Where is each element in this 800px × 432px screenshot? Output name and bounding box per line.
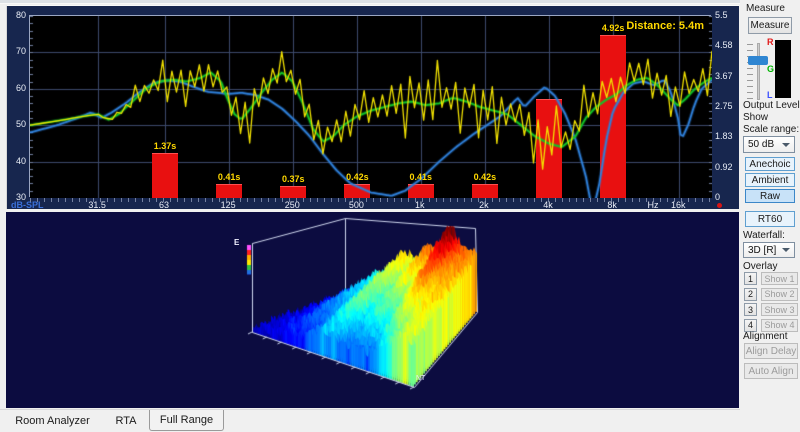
measure-group-label: Measure [746, 3, 785, 14]
anechoic-button[interactable]: Anechoic [745, 157, 795, 171]
y-right-tick-label: 0.92 [715, 161, 733, 172]
x-tick-label: 125 [220, 200, 236, 210]
overlay-show-button[interactable]: Show 3 [761, 303, 798, 316]
rt60-bar-value-label: 4.92s [601, 23, 625, 34]
rt60-button[interactable]: RT60 [745, 211, 795, 227]
y-right-tick-label: 4.58 [715, 40, 733, 51]
chevron-down-icon [782, 248, 790, 252]
output-level-slider-handle[interactable] [748, 56, 768, 65]
measure-button[interactable]: Measure [748, 17, 792, 34]
rt60-bar-value-label: 0.42s [473, 172, 497, 183]
meter-label-l: L [767, 90, 773, 100]
x-tick-label: 31.5 [88, 200, 106, 210]
tab-room-analyzer[interactable]: Room Analyzer [15, 415, 90, 427]
tab-rta[interactable]: RTA [115, 415, 137, 427]
y-left-tick-label: 60 [15, 82, 26, 93]
scale-range-select[interactable]: 50 dB [743, 136, 795, 153]
y-left-tick-label: 70 [15, 46, 26, 57]
y-left-tick-label: 40 [15, 155, 26, 166]
output-level-slider-track[interactable] [757, 43, 760, 100]
x-tick-label: 500 [348, 200, 364, 210]
waterfall-corner-label: NT [416, 375, 426, 382]
energy-axis-label: E [234, 238, 240, 247]
waterfall-panel[interactable]: E NT [6, 212, 739, 408]
y-left-tick-label: 30 [15, 192, 26, 202]
tab-bar: Room Analyzer RTA Full Range [0, 409, 740, 432]
x-tick-label: 63 [159, 200, 170, 210]
overlay-number-button[interactable]: 3 [744, 303, 757, 316]
scale-range-value: 50 dB [748, 139, 775, 150]
overlay-show-button[interactable]: Show 1 [761, 272, 798, 285]
distance-readout: Distance: 5.4m [626, 20, 704, 32]
x-tick-label: 4k [543, 200, 553, 210]
x-tick-label: 16k [670, 200, 686, 210]
level-meter [775, 40, 791, 98]
ambient-button[interactable]: Ambient [745, 173, 795, 187]
meter-label-g: G [767, 64, 775, 74]
y-left-tick-label: 80 [15, 10, 26, 20]
x-tick-label: 2k [479, 200, 489, 210]
spl-rt60-chart-panel: 1.37s 0.41s 0.37s 0.42s 0.41s 0.42s 4.92s Dist… [6, 5, 739, 210]
x-tick-label: 250 [284, 200, 300, 210]
y-right-tick-label: 2.75 [715, 101, 733, 111]
tab-full-range[interactable]: Full Range [149, 410, 224, 431]
y-left-tick-label: 50 [15, 119, 26, 130]
alignment-group-label: Alignment [743, 331, 788, 342]
spl-plot-area[interactable]: 1.37s 0.41s 0.37s 0.42s 0.41s 0.42s 4.92s Dist… [29, 15, 712, 198]
chevron-down-icon [782, 142, 790, 147]
waterfall-canvas [6, 212, 739, 408]
overlay-number-button[interactable]: 2 [744, 287, 757, 301]
x-tick-label: Hz [647, 200, 659, 210]
waterfall-label: Waterfall: [743, 230, 785, 241]
y-right-tick-label: 5.5 [715, 10, 728, 20]
raw-button[interactable]: Raw [745, 189, 795, 203]
overlay-show-button[interactable]: Show 4 [761, 318, 798, 332]
x-axis-minor-ticks [30, 198, 712, 202]
rt60-bar-value-label: 0.42s [346, 172, 369, 183]
y-right-tick-label: 1.83 [715, 131, 733, 142]
x-tick-label: 1k [415, 200, 425, 210]
y-axis-title: dB-SPL [11, 200, 44, 210]
y-right-tick-label: 3.67 [715, 70, 733, 81]
waterfall-mode-select[interactable]: 3D [R] [743, 242, 795, 258]
waterfall-mode-value: 3D [R] [748, 244, 777, 256]
overlay-number-button[interactable]: 4 [744, 318, 757, 332]
output-level-slider-ticks [747, 44, 753, 99]
show-label: Show [743, 112, 769, 123]
rt60-bar-value-label: 0.41s [217, 172, 241, 183]
record-indicator [717, 203, 722, 208]
y-right-tick-label: 0 [715, 192, 721, 202]
control-sidebar: Measure Measure R G L Output Level Show … [740, 0, 800, 432]
overlay-number-button[interactable]: 1 [744, 272, 757, 285]
x-tick-label: 8k [607, 200, 617, 210]
window-top-edge [0, 0, 800, 4]
curves-canvas [30, 16, 712, 198]
overlay-show-button[interactable]: Show 2 [761, 287, 798, 301]
rt60-bar-value-label: 0.41s [409, 172, 433, 183]
auto-align-button[interactable]: Auto Align [744, 363, 798, 379]
meter-label-r: R [767, 37, 774, 47]
rt60-bar-value-label: 0.37s [281, 173, 305, 184]
output-level-label: Output Level [743, 100, 800, 111]
align-delay-button[interactable]: Align Delay [744, 343, 798, 359]
rt60-bar-value-label: 1.37s [153, 140, 177, 151]
overlay-group-label: Overlay [743, 261, 778, 272]
scale-range-label: Scale range: [743, 124, 800, 135]
